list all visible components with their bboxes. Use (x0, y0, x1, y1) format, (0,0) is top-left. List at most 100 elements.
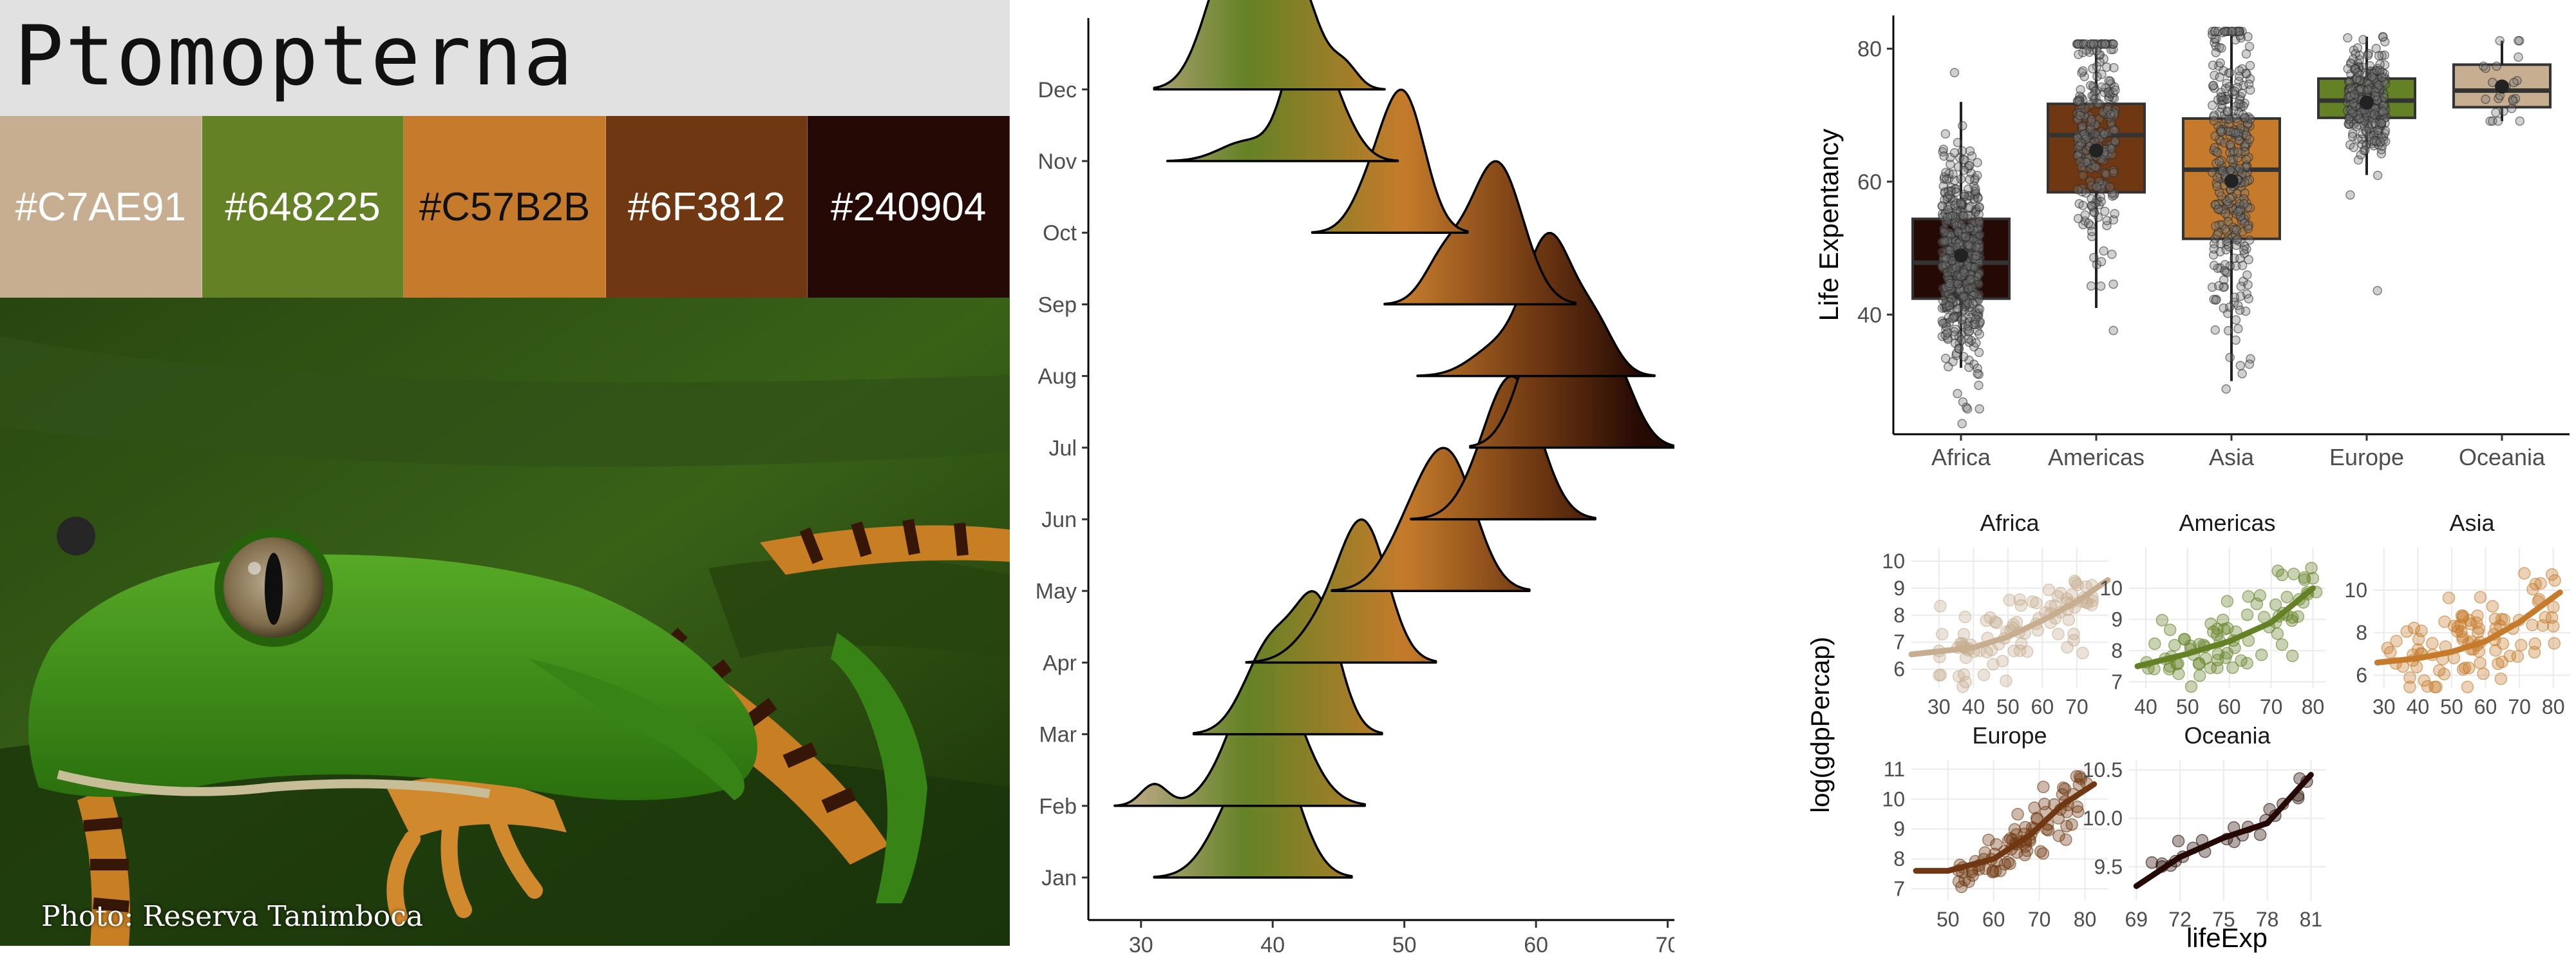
box-point (1955, 198, 1965, 208)
box-point (2215, 72, 2225, 82)
box-point (2224, 242, 2234, 251)
box-point (2075, 91, 2085, 101)
box-point (2108, 279, 2118, 289)
facet-point (1984, 611, 1996, 624)
facet-title: Americas (2179, 510, 2275, 536)
box-point (2375, 59, 2385, 69)
ridge-dec (1153, 0, 1386, 91)
box-point (1971, 251, 1981, 261)
facet-point (2545, 568, 2559, 581)
facet-point (2548, 637, 2561, 650)
box-point (2226, 140, 2235, 150)
swatch-label: #648225 (225, 184, 381, 229)
box-point (2209, 116, 2219, 126)
facet-point (1986, 865, 2000, 879)
box-mean (2495, 79, 2509, 94)
facet-y-tick-label: 7 (1893, 631, 1905, 654)
facet-point (2488, 612, 2502, 626)
box-x-tick-label: Europe (2329, 444, 2404, 470)
box-point (2234, 128, 2244, 139)
ridge-month-label: Jul (1049, 436, 1077, 461)
box-point (2347, 131, 2358, 141)
palette-strip: #C7AE91 #648225 #C57B2B #6F3812 #240904 (0, 116, 1010, 298)
facet-point (2042, 583, 2056, 597)
box-point (2349, 99, 2358, 108)
facet-x-tick-label: 30 (2372, 695, 2396, 718)
box-point (2372, 285, 2382, 296)
facet-point (1934, 668, 1947, 682)
box-point (2102, 216, 2112, 225)
box-point (1964, 334, 1973, 344)
facet-point (2287, 568, 2300, 580)
box-point (2233, 207, 2243, 216)
box-point (2348, 54, 2358, 64)
swatch-label: #6F3812 (627, 184, 786, 229)
box-point (1938, 144, 1949, 155)
box-point (1940, 236, 1949, 246)
facet-trend-line (1913, 781, 2098, 874)
facet-point (1990, 838, 2003, 851)
ridge-month-label: Sep (1038, 293, 1077, 317)
box-point (2235, 253, 2245, 264)
box-point (2231, 315, 2241, 325)
box-point (2078, 170, 2088, 180)
box-point (1957, 315, 1967, 325)
box-point (1948, 169, 1958, 179)
facet-point (2471, 609, 2484, 622)
box-point (1960, 155, 1969, 165)
swatch-label: #C57B2B (419, 184, 591, 229)
box-point (2225, 352, 2235, 363)
box-point (1973, 369, 1982, 379)
box-point (2096, 256, 2107, 267)
facet-point (2438, 667, 2451, 681)
facet-point (2069, 576, 2082, 590)
facet-point (2235, 654, 2248, 667)
box-point (1973, 171, 1982, 180)
box-x-tick-label: Africa (1931, 444, 1991, 470)
box-point (2232, 189, 2242, 198)
facet-y-tick-label: 9 (1893, 818, 1905, 841)
box-point (1946, 159, 1955, 169)
box-point (1949, 148, 1960, 158)
ridge-month-label: Oct (1043, 221, 1077, 245)
facet-point (2474, 657, 2486, 669)
facet-point (2010, 616, 2023, 629)
box-point (2108, 165, 2118, 175)
box-point (1963, 211, 1973, 220)
box-point (2222, 236, 2231, 246)
box-point (1939, 227, 1949, 237)
box-point (2239, 245, 2249, 255)
box-point (1974, 347, 1984, 358)
facet-x-tick-label: 50 (1996, 695, 2020, 718)
box-point (2089, 253, 2099, 263)
facet-y-tick-label: 10.0 (2083, 807, 2123, 830)
facet-point (2051, 590, 2065, 603)
facet-x-tick-label: 50 (1937, 908, 1960, 931)
facet-points (2381, 567, 2561, 694)
box-point (2353, 155, 2363, 165)
facet-point (2497, 613, 2511, 626)
box-point (2213, 148, 2222, 157)
box-point (2345, 190, 2355, 200)
box-point (2244, 41, 2255, 52)
box-point (2212, 181, 2222, 191)
box-point (2088, 39, 2099, 49)
ridge-x-tick-label: 50 (1392, 933, 1417, 957)
facet-point (1987, 658, 2000, 671)
facet-point (2305, 561, 2318, 575)
facet-point (2028, 801, 2041, 814)
facet-x-tick-label: 70 (2260, 695, 2283, 718)
box-point (1962, 404, 1973, 414)
box-point (2208, 101, 2217, 110)
box-point (2087, 201, 2096, 211)
facet-trend-line (2133, 772, 2314, 889)
facet-point (2407, 621, 2421, 635)
box-point (2099, 129, 2109, 139)
ridge-month-label: Jan (1041, 866, 1077, 890)
box-points (1937, 68, 1985, 428)
box-point (2210, 325, 2221, 335)
box-point (2104, 76, 2114, 86)
box-point (2072, 96, 2083, 106)
facet-y-tick-label: 9.5 (2094, 855, 2123, 878)
